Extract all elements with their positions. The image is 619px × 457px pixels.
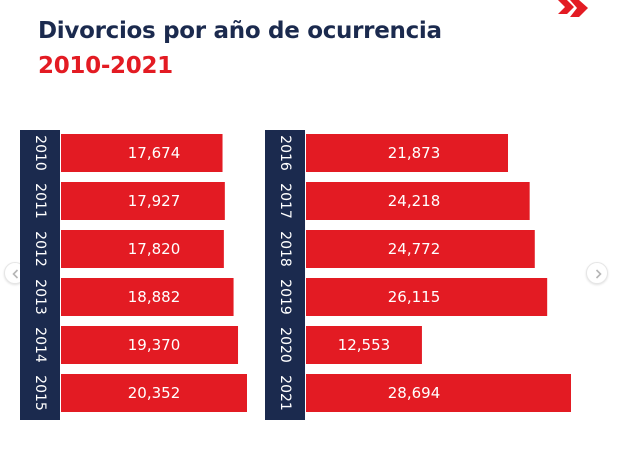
value-label: 17,674 bbox=[128, 144, 181, 162]
value-label: 19,370 bbox=[128, 336, 181, 354]
bar-2020 bbox=[306, 326, 422, 364]
value-label: 20,352 bbox=[128, 384, 181, 402]
chart-title: Divorcios por año de ocurrencia bbox=[38, 18, 442, 44]
double-chevron-right-icon bbox=[554, 0, 594, 22]
year-label: 2018 bbox=[277, 231, 293, 267]
value-label: 26,115 bbox=[388, 288, 441, 306]
bar-2014 bbox=[61, 326, 239, 364]
value-label: 24,772 bbox=[388, 240, 441, 258]
bar-2016 bbox=[306, 134, 509, 172]
bar-2013 bbox=[61, 278, 234, 316]
bar-2017 bbox=[306, 182, 530, 220]
year-label: 2019 bbox=[277, 279, 293, 315]
chevron-left-icon bbox=[12, 269, 19, 279]
year-label-band bbox=[20, 130, 60, 420]
chevron-right-icon bbox=[595, 269, 602, 279]
value-label: 28,694 bbox=[388, 384, 441, 402]
bar-2012 bbox=[61, 230, 224, 268]
bar-2011 bbox=[61, 182, 225, 220]
bar-2010 bbox=[61, 134, 223, 172]
year-label: 2012 bbox=[32, 231, 48, 267]
year-label: 2010 bbox=[32, 135, 48, 171]
chart-subtitle: 2010-2021 bbox=[38, 53, 173, 79]
year-label: 2017 bbox=[277, 183, 293, 219]
year-label: 2013 bbox=[32, 279, 48, 315]
year-label-band bbox=[265, 130, 305, 420]
year-label: 2021 bbox=[277, 375, 293, 411]
year-label: 2020 bbox=[277, 327, 293, 363]
value-label: 17,927 bbox=[128, 192, 181, 210]
bar-2019 bbox=[306, 278, 548, 316]
value-label: 17,820 bbox=[128, 240, 181, 258]
bar-2015 bbox=[61, 374, 247, 412]
carousel-next-button[interactable] bbox=[586, 262, 608, 284]
year-label: 2011 bbox=[32, 183, 48, 219]
year-label: 2015 bbox=[32, 375, 48, 411]
year-label: 2014 bbox=[32, 327, 48, 363]
value-label: 24,218 bbox=[388, 192, 441, 210]
bar-2018 bbox=[306, 230, 535, 268]
year-label: 2016 bbox=[277, 135, 293, 171]
value-label: 12,553 bbox=[338, 336, 391, 354]
value-label: 21,873 bbox=[388, 144, 441, 162]
value-label: 18,882 bbox=[128, 288, 181, 306]
bar-2021 bbox=[306, 374, 571, 412]
